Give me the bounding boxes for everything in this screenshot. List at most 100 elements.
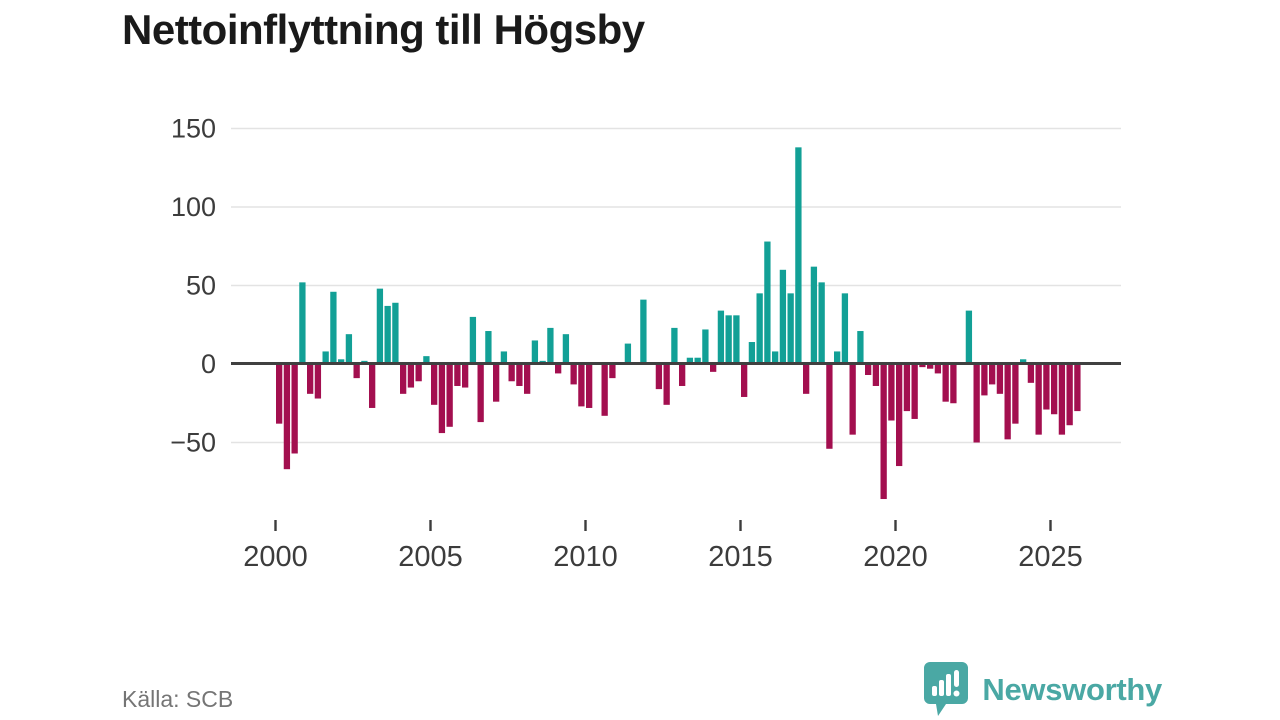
bar-2019-Q3 [880, 364, 887, 500]
bar-2023-Q1 [989, 364, 996, 385]
bar-2021-Q3 [942, 364, 949, 402]
bar-2012-Q3 [663, 364, 670, 405]
bar-2004-Q3 [415, 364, 422, 382]
bar-2025-Q4 [1074, 364, 1081, 412]
bar-2024-Q3 [1035, 364, 1042, 435]
bar-2018-Q2 [841, 293, 849, 364]
x-tick-label-2000: 2000 [243, 541, 308, 573]
y-tick-label-50: 50 [186, 271, 216, 301]
bar-2001-Q3 [322, 351, 329, 364]
bar-2007-Q2 [500, 351, 508, 364]
bar-2015-Q2 [748, 342, 756, 364]
bar-2015-Q1 [741, 364, 748, 397]
bar-2001-Q2 [314, 364, 322, 399]
bar-2020-Q1 [896, 364, 903, 467]
bar-2025-Q2 [1058, 364, 1066, 435]
bar-2012-Q4 [671, 327, 678, 364]
bar-2020-Q4 [919, 364, 926, 368]
bar-2007-Q3 [508, 364, 515, 382]
bar-2012-Q2 [655, 364, 663, 390]
bar-2014-Q3 [725, 315, 732, 364]
bar-2016-Q4 [795, 147, 802, 364]
bar-2018-Q4 [857, 331, 864, 364]
y-tick-label-100: 100 [171, 192, 216, 222]
bar-2000-Q4 [299, 282, 306, 364]
bar-2016-Q3 [787, 293, 794, 364]
bar-2022-Q2 [965, 310, 973, 364]
bar-2020-Q2 [903, 364, 911, 412]
bar-2011-Q2 [624, 343, 632, 364]
y-tick-label--50: −50 [170, 428, 216, 458]
x-tick-label-2010: 2010 [553, 541, 618, 573]
bar-2017-Q1 [803, 364, 810, 394]
bar-2024-Q2 [1027, 364, 1035, 383]
bar-2004-Q2 [407, 364, 415, 388]
bar-2019-Q1 [865, 364, 872, 375]
bar-2006-Q4 [485, 331, 492, 364]
bar-2011-Q4 [640, 299, 647, 364]
bar-2000-Q3 [291, 364, 298, 454]
bar-2017-Q4 [826, 364, 833, 449]
bar-2006-Q1 [462, 364, 469, 388]
bar-2007-Q4 [516, 364, 523, 386]
x-tick-label-2025: 2025 [1018, 541, 1083, 573]
bar-2003-Q2 [376, 288, 384, 364]
bar-2008-Q4 [547, 327, 554, 364]
bar-2005-Q3 [446, 364, 453, 427]
bar-2014-Q2 [717, 310, 725, 364]
bar-2014-Q1 [710, 364, 717, 372]
bar-2006-Q2 [469, 316, 477, 364]
bar-2015-Q3 [756, 293, 763, 364]
source-note: Källa: SCB [122, 686, 234, 712]
bar-2017-Q2 [810, 266, 818, 364]
bar-2013-Q3 [694, 357, 701, 364]
bar-2005-Q2 [438, 364, 446, 434]
newsworthy-wordmark: Newsworthy [982, 672, 1162, 707]
bar-2008-Q1 [524, 364, 531, 394]
bar-2003-Q4 [392, 302, 399, 364]
bar-2015-Q4 [764, 241, 771, 364]
bar-2002-Q2 [345, 334, 353, 364]
x-tick-label-2005: 2005 [398, 541, 463, 573]
bar-2004-Q4 [423, 356, 430, 364]
bar-chart-speech-bubble-icon [924, 662, 969, 716]
bar-2018-Q3 [849, 364, 856, 435]
bar-2023-Q3 [1004, 364, 1011, 440]
bar-2025-Q1 [1051, 364, 1058, 415]
bar-2009-Q2 [562, 334, 570, 364]
bar-2022-Q4 [981, 364, 988, 396]
newsworthy-logo: Newsworthy [924, 662, 1162, 716]
bar-2014-Q4 [733, 315, 740, 364]
bar-2001-Q1 [307, 364, 314, 394]
bar-2013-Q2 [686, 357, 694, 364]
bar-2005-Q4 [454, 364, 461, 386]
bar-2018-Q1 [834, 351, 841, 364]
bar-2010-Q1 [586, 364, 593, 408]
bar-2005-Q1 [431, 364, 438, 405]
bar-2021-Q1 [927, 364, 934, 369]
bar-2022-Q3 [973, 364, 980, 443]
bar-2025-Q3 [1066, 364, 1073, 426]
bar-2016-Q1 [772, 351, 779, 364]
bar-2020-Q3 [911, 364, 918, 419]
bar-2004-Q1 [400, 364, 407, 394]
bar-2000-Q1 [276, 364, 283, 424]
bar-2024-Q4 [1043, 364, 1050, 410]
bar-2019-Q2 [872, 364, 880, 386]
page-title: Nettoinflyttning till Högsby [122, 6, 645, 53]
bar-2002-Q3 [353, 364, 360, 379]
y-tick-label-0: 0 [201, 349, 216, 379]
bar-2000-Q2 [283, 364, 291, 470]
bar-2001-Q4 [330, 291, 337, 364]
y-tick-label-150: 150 [171, 114, 216, 144]
bar-2023-Q4 [1012, 364, 1019, 424]
bar-2013-Q1 [679, 364, 686, 386]
bar-2021-Q2 [934, 364, 942, 374]
bar-2019-Q4 [888, 364, 895, 421]
bar-2009-Q3 [570, 364, 577, 385]
bar-2003-Q1 [369, 364, 376, 408]
bar-2010-Q4 [609, 364, 616, 379]
bar-2007-Q1 [493, 364, 500, 402]
bar-2002-Q1 [338, 359, 345, 364]
